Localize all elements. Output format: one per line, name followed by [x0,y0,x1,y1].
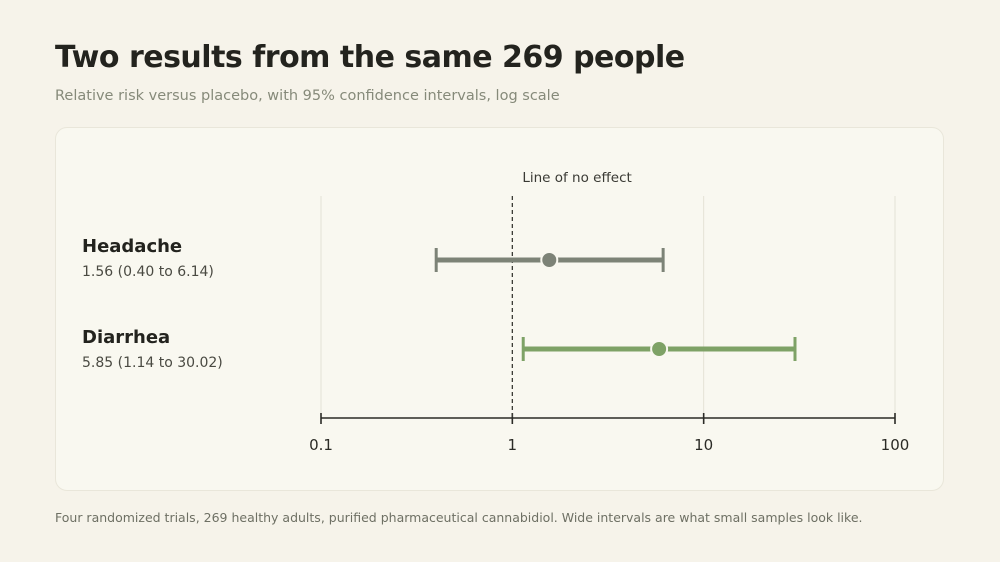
reference-line-label: Line of no effect [522,170,631,186]
footer-note: Four randomized trials, 269 healthy adul… [55,510,863,525]
chart-card [55,127,944,491]
x-tick-label-3: 100 [881,436,910,454]
estimate-point-diarrhea [650,340,669,358]
row-value-headache: 1.56 (0.40 to 6.14) [82,264,214,280]
row-value-diarrhea: 5.85 (1.14 to 30.02) [82,355,223,371]
chart-subtitle: Relative risk versus placebo, with 95% c… [55,88,560,104]
row-label-diarrhea: Diarrhea [82,327,171,348]
estimate-point-headache [540,251,559,269]
x-tick-label-2: 10 [694,436,713,454]
row-label-headache: Headache [82,236,183,257]
chart-title: Two results from the same 269 people [55,40,685,75]
x-tick-label-0: 0.1 [309,436,333,454]
x-tick-label-1: 1 [508,436,518,454]
